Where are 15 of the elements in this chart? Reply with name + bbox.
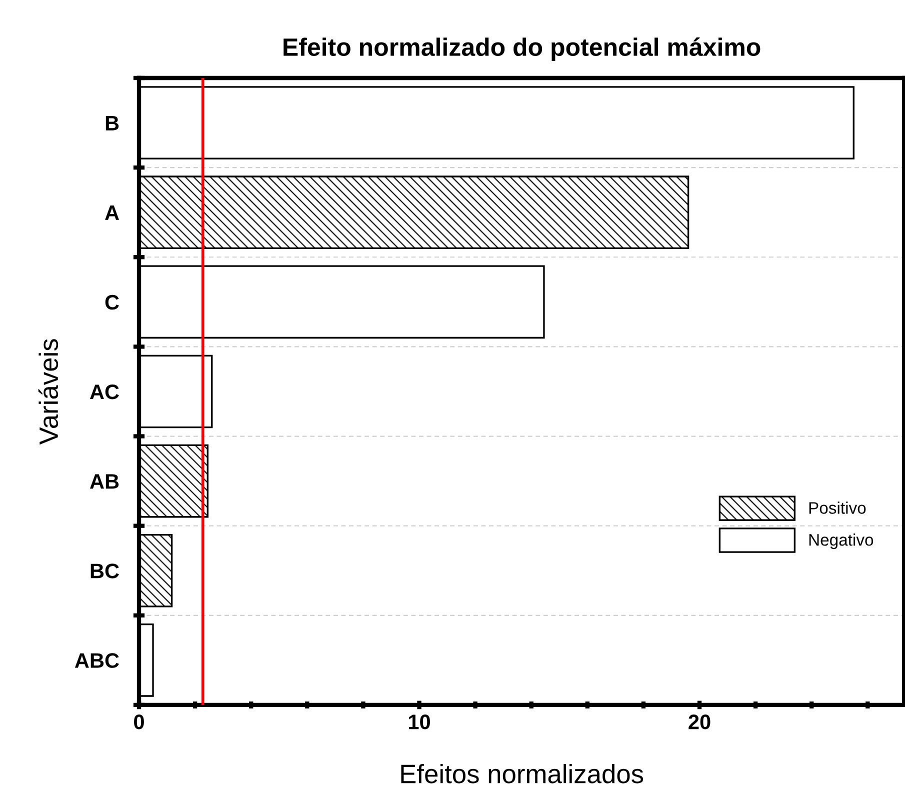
y-tick-label: B bbox=[106, 116, 119, 130]
legend-label: Positivo bbox=[809, 502, 866, 514]
x-axis-title: Efeitos normalizados bbox=[401, 764, 644, 784]
legend-label: Negativo bbox=[809, 534, 874, 550]
x-tick-label: 10 bbox=[408, 714, 430, 730]
y-tick-label: C bbox=[105, 294, 119, 310]
chart-title: Efeito normalizado do potencial máximo bbox=[284, 37, 760, 61]
y-tick-label: BC bbox=[90, 564, 119, 578]
x-tick-label: 20 bbox=[688, 714, 710, 730]
y-tick-label: A bbox=[105, 206, 120, 220]
y-tick-label: ABC bbox=[74, 653, 119, 668]
y-tick-label: AB bbox=[90, 474, 119, 489]
x-tick-label: 0 bbox=[134, 714, 144, 730]
y-tick-label: AC bbox=[90, 384, 119, 400]
y-axis-title: Variáveis bbox=[38, 339, 58, 445]
